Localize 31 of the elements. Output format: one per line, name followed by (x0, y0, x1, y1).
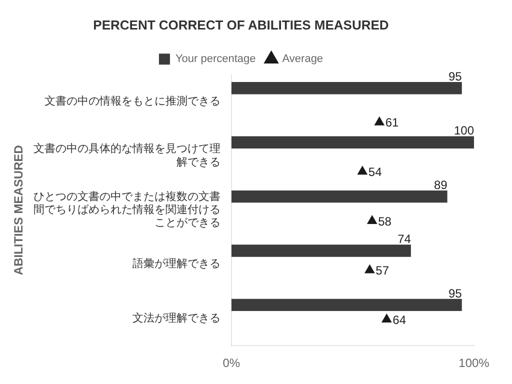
data-label: 58 (378, 214, 392, 228)
y-tick-label: 文書の中の具体的な情報を見つけて理解できる (33, 142, 220, 168)
data-label: 61 (385, 116, 400, 130)
data-label: 74 (398, 232, 412, 246)
point (382, 314, 392, 322)
legend-label: Average (282, 53, 324, 66)
y-tick-label: ひとつの文書の中でまたは複数の文書間でちりばめられた情報を関連付けることができる (33, 190, 220, 230)
data-label: 89 (434, 178, 448, 192)
x-tick-label: 100% (458, 356, 490, 370)
point (364, 264, 375, 274)
data-label: 95 (448, 69, 462, 84)
y-tick-label: 語彙が理解できる (132, 257, 220, 270)
bar (231, 244, 411, 257)
point (374, 116, 384, 126)
chart-title: PERCENT CORRECT OF ABILITIES MEASURED (93, 17, 389, 32)
bar (231, 136, 474, 148)
data-label: 57 (376, 264, 390, 278)
data-label: 95 (448, 286, 462, 300)
x-tick-label: 0% (222, 356, 240, 370)
data-label: 64 (392, 312, 406, 327)
bar (231, 190, 448, 203)
point (358, 166, 368, 175)
bar (231, 82, 462, 94)
point (367, 215, 377, 224)
y-tick-label: 文法が理解できる (132, 311, 220, 324)
y-axis-title: ABILITIES MEASURED (12, 144, 26, 276)
legend-label: Your percentage (175, 53, 256, 66)
data-label: 100 (454, 124, 474, 138)
data-label: 54 (368, 164, 382, 179)
bar (231, 298, 462, 312)
y-tick-label: 文書の中の情報をもとに推測できる (44, 94, 220, 108)
